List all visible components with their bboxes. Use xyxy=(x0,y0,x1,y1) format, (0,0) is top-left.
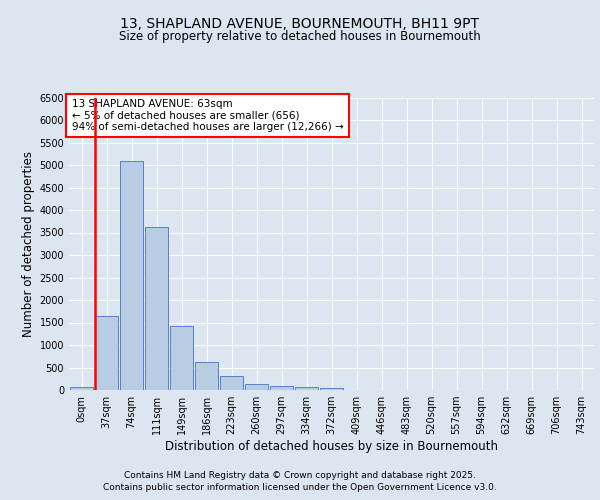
Bar xyxy=(195,362,218,390)
Bar xyxy=(120,160,143,390)
Bar xyxy=(95,316,118,390)
Text: Contains public sector information licensed under the Open Government Licence v3: Contains public sector information licen… xyxy=(103,483,497,492)
Bar xyxy=(270,386,293,390)
Bar xyxy=(70,388,93,390)
Bar xyxy=(170,326,193,390)
Bar xyxy=(245,384,268,390)
Text: 13 SHAPLAND AVENUE: 63sqm
← 5% of detached houses are smaller (656)
94% of semi-: 13 SHAPLAND AVENUE: 63sqm ← 5% of detach… xyxy=(71,99,343,132)
X-axis label: Distribution of detached houses by size in Bournemouth: Distribution of detached houses by size … xyxy=(165,440,498,453)
Bar xyxy=(320,388,343,390)
Bar xyxy=(295,387,318,390)
Bar xyxy=(145,227,168,390)
Y-axis label: Number of detached properties: Number of detached properties xyxy=(22,151,35,337)
Text: Size of property relative to detached houses in Bournemouth: Size of property relative to detached ho… xyxy=(119,30,481,43)
Text: 13, SHAPLAND AVENUE, BOURNEMOUTH, BH11 9PT: 13, SHAPLAND AVENUE, BOURNEMOUTH, BH11 9… xyxy=(121,18,479,32)
Bar xyxy=(220,376,243,390)
Text: Contains HM Land Registry data © Crown copyright and database right 2025.: Contains HM Land Registry data © Crown c… xyxy=(124,472,476,480)
